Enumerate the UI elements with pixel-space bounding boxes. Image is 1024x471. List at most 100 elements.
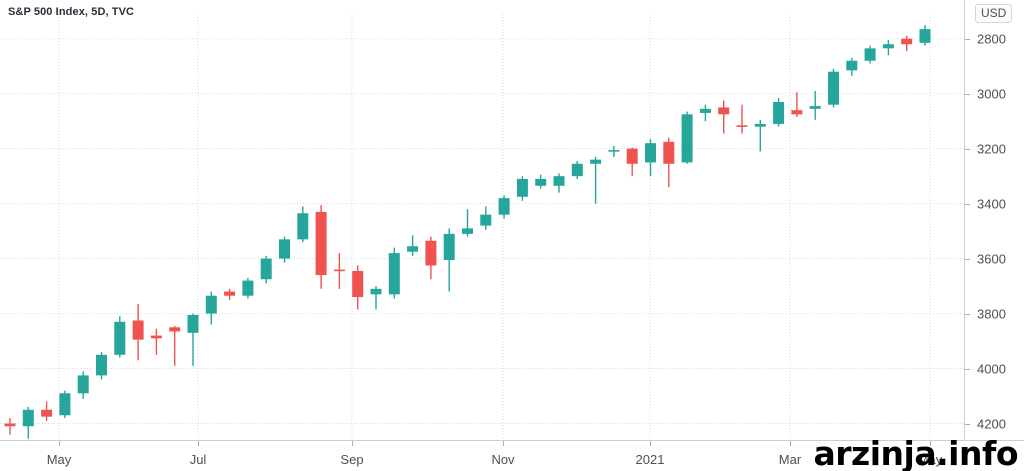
candlestick: [4, 418, 16, 435]
candle-body: [480, 214, 492, 226]
time-axis-label: Jul: [189, 452, 207, 467]
candle-series: [4, 24, 931, 439]
price-axis-label: 3600: [977, 251, 1006, 267]
price-axis-label: 3400: [977, 196, 1006, 212]
candle-body: [315, 211, 327, 276]
price-axis-tick: [965, 423, 970, 425]
price-axis-label: 3000: [977, 86, 1006, 102]
time-axis-label: May: [46, 452, 72, 467]
candle-body: [4, 423, 16, 427]
candlestick: [407, 235, 419, 256]
candlestick: [352, 265, 364, 310]
candle-body: [462, 228, 473, 234]
candle-body: [828, 71, 839, 105]
candle-body: [59, 393, 71, 416]
time-axis-tick: [503, 441, 504, 446]
candlestick: [516, 176, 528, 201]
candlestick: [260, 255, 272, 284]
candle-body: [590, 159, 602, 164]
time-axis[interactable]: May Jul Sep Nov 2021 Mar May: [0, 440, 1024, 471]
candlestick: [59, 390, 71, 419]
candlestick: [333, 253, 345, 289]
candle-body: [645, 143, 656, 163]
candle-body: [626, 148, 638, 164]
time-axis-label: Mar: [778, 452, 802, 467]
candlestick: [736, 104, 748, 134]
candlestick: [77, 371, 89, 399]
price-axis-tick: [965, 38, 970, 40]
candle-body: [864, 48, 876, 61]
candle-body: [754, 123, 766, 127]
candlestick: [846, 57, 858, 76]
candle-body: [425, 240, 437, 266]
time-axis-label: Sep: [340, 452, 364, 467]
candlestick: [828, 68, 839, 108]
candle-body: [407, 246, 419, 252]
candle-body: [242, 280, 254, 296]
candle-body: [187, 314, 199, 333]
chart-title: S&P 500 Index, 5D, TVC: [8, 6, 135, 18]
candlestick: [773, 97, 785, 127]
candle-body: [150, 335, 162, 339]
price-axis-label: 2800: [977, 31, 1006, 47]
candlestick: [645, 139, 656, 177]
candle-body: [736, 125, 748, 127]
candlestick: [96, 352, 107, 380]
time-axis-tick: [59, 441, 60, 446]
candlestick: [242, 277, 254, 299]
price-axis-tick: [965, 258, 970, 260]
candlestick: [150, 328, 162, 355]
candle-body: [132, 320, 144, 340]
candlestick: [864, 45, 876, 64]
candle-body: [297, 213, 309, 240]
candlestick: [535, 174, 547, 189]
candlestick: [462, 209, 473, 237]
candlestick: [388, 247, 400, 299]
candle-body: [498, 198, 510, 215]
candlestick: [699, 104, 711, 122]
candle-body: [535, 178, 547, 186]
candlestick: [791, 92, 803, 118]
candlestick: [315, 205, 327, 289]
candle-body: [919, 29, 931, 43]
candlestick: [279, 236, 290, 263]
candlestick: [425, 236, 437, 280]
candle-body: [571, 163, 583, 177]
candle-body: [370, 288, 382, 295]
candle-body: [663, 141, 675, 164]
candlestick: [754, 119, 766, 152]
candlestick-svg: [0, 14, 964, 440]
candle-body: [333, 269, 345, 272]
candle-body: [791, 110, 803, 115]
candlestick: [626, 147, 638, 177]
candle-body: [96, 354, 107, 376]
candlestick: [663, 137, 675, 188]
candle-body: [260, 258, 272, 280]
candle-body: [882, 44, 894, 49]
price-axis[interactable]: USD 4200 4000 3800 3600 3400 3200 3000 2800: [964, 0, 1024, 440]
candlestick: [297, 206, 309, 243]
candlestick: [882, 40, 894, 56]
price-axis-label: 3200: [977, 141, 1006, 157]
candlestick: [590, 156, 602, 204]
time-axis-label: 2021: [635, 452, 665, 467]
candle-body: [169, 327, 181, 332]
time-axis-tick: [198, 441, 199, 446]
chart-plot-area[interactable]: [0, 14, 964, 440]
candle-body: [553, 176, 565, 186]
time-axis-tick: [790, 441, 791, 446]
candle-body: [352, 270, 364, 298]
candle-body: [224, 291, 236, 296]
candle-body: [22, 409, 34, 427]
candlestick: [370, 286, 382, 310]
candlestick: [205, 291, 217, 325]
candle-body: [608, 150, 620, 152]
candlestick: [187, 313, 199, 366]
price-axis-tick: [965, 148, 970, 150]
time-axis-tick: [930, 441, 931, 446]
candlestick: [608, 145, 620, 157]
candlestick: [132, 303, 144, 361]
candle-body: [114, 321, 126, 355]
candlestick: [41, 401, 53, 421]
